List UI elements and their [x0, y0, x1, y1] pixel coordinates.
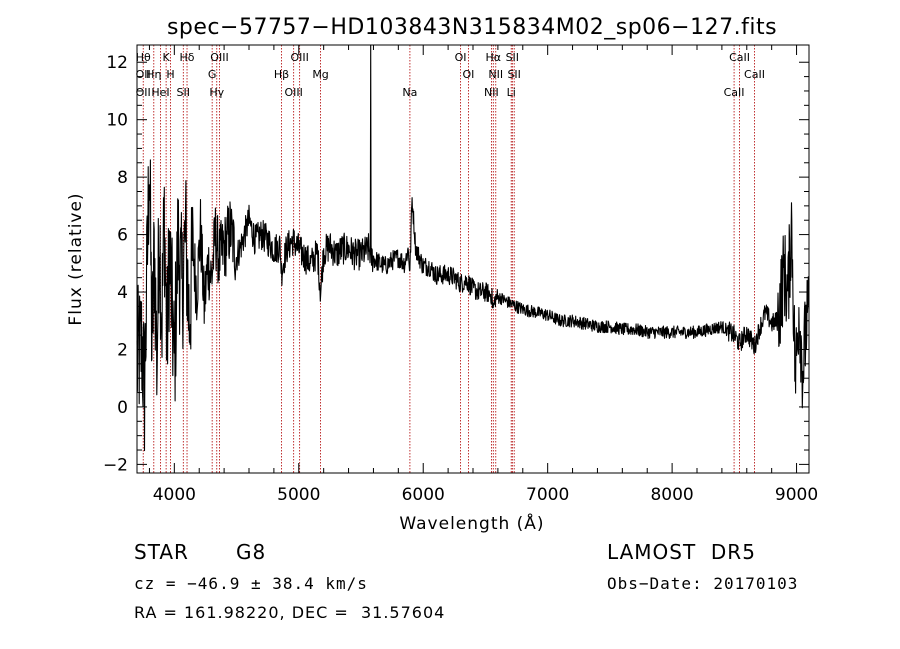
spectral-subclass: G8	[236, 540, 267, 564]
line-label: Hθ	[136, 51, 151, 64]
line-label: NII	[488, 68, 503, 81]
x-tick-label: 8000	[650, 485, 693, 505]
observation-date: Obs−Date: 20170103	[607, 574, 799, 593]
line-label: Mg	[312, 68, 328, 81]
x-axis: 4000 5000 6000 7000 8000 9000	[148, 45, 818, 505]
x-tick-label: 5000	[277, 485, 320, 505]
line-label: OIII	[290, 51, 308, 64]
x-axis-label: Wavelength (Å)	[399, 512, 544, 534]
line-label: H	[166, 68, 174, 81]
line-label: Hη	[146, 68, 161, 81]
line-label: HeI	[151, 86, 169, 99]
line-label: Li	[507, 86, 516, 99]
chart-title: spec−57757−HD103843N315834M02_sp06−127.f…	[167, 15, 777, 40]
object-type: STAR	[134, 540, 189, 564]
x-tick-label: 7000	[526, 485, 569, 505]
line-label: OII	[136, 86, 151, 99]
y-tick-label: 4	[117, 283, 128, 303]
line-label: OI	[462, 68, 474, 81]
line-label: CaII	[724, 86, 745, 99]
y-tick-label: 6	[117, 226, 128, 246]
line-label: SII	[507, 68, 520, 81]
line-label: OIII	[284, 86, 302, 99]
y-tick-label: 2	[117, 340, 128, 360]
line-label: Hδ	[180, 51, 195, 64]
y-axis: −2 0 2 4 6 8 10 12	[103, 53, 809, 475]
y-tick-label: 0	[117, 398, 128, 418]
line-label: NII	[484, 86, 499, 99]
line-label: G	[208, 68, 217, 81]
y-tick-label: −2	[103, 455, 128, 475]
line-label: Na	[402, 86, 417, 99]
coordinates: RA = 161.98220, DEC = 31.57604	[134, 603, 446, 622]
line-label: CaII	[744, 68, 765, 81]
emission-line-markers	[142, 45, 755, 473]
y-tick-label: 8	[117, 168, 128, 188]
y-axis-label: Flux (relative)	[66, 192, 86, 325]
spectrum-line	[136, 44, 810, 452]
y-tick-label: 10	[106, 111, 128, 131]
line-label: SII	[506, 51, 519, 64]
line-label: Hβ	[274, 68, 289, 81]
x-tick-label: 6000	[402, 485, 445, 505]
line-label: Hα	[486, 51, 502, 64]
line-label: K	[163, 51, 171, 64]
x-tick-label: 9000	[775, 485, 818, 505]
x-tick-label: 4000	[153, 485, 196, 505]
line-label: OII	[136, 68, 151, 81]
line-label: Hγ	[209, 86, 224, 99]
emission-line-labels: HθOIIOIIHηHeIKHSIIHδGHγOIIIHβOIIIOIIIMgN…	[136, 51, 765, 99]
line-label: SII	[177, 86, 190, 99]
redshift-velocity: cz = −46.9 ± 38.4 km/s	[134, 574, 368, 593]
line-label: CaII	[729, 51, 750, 64]
line-label: OI	[455, 51, 467, 64]
y-tick-label: 12	[106, 53, 128, 73]
survey-name: LAMOST DR5	[607, 540, 756, 564]
line-label: OIII	[210, 51, 228, 64]
